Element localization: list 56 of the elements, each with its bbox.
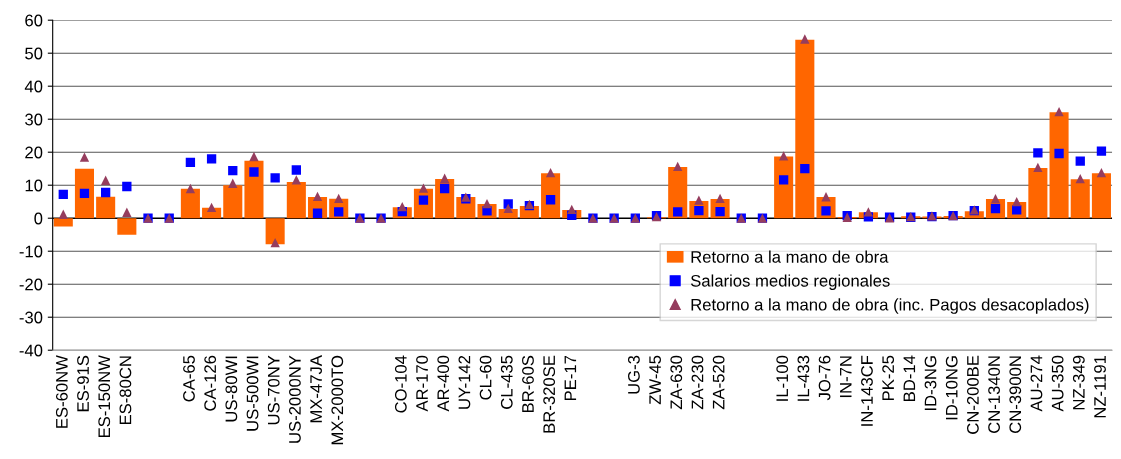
x-tick-label: AR-400 <box>437 355 450 412</box>
x-tick-label: BD-14 <box>903 355 916 401</box>
x-tick-label: BR-320SE <box>543 355 556 433</box>
x-tick-label: MX-2000TO <box>331 355 344 445</box>
x-tick-label: CN-3900N <box>1009 356 1022 433</box>
y-tick-label: -10 <box>19 245 43 258</box>
y-tick-label: 60 <box>25 14 43 27</box>
x-tick-label: CN-200BE <box>966 355 979 434</box>
x-tick-label: BR-60S <box>522 355 534 413</box>
x-tick-label: CL-60 <box>479 355 492 400</box>
x-tick-label: CL-435 <box>500 355 513 409</box>
x-tick-label: ZW-45 <box>649 355 661 405</box>
x-tick-label: CO-104 <box>394 355 407 413</box>
x-tick-label: PE-17 <box>564 355 577 401</box>
x-tick-label: ZA-230 <box>691 355 704 410</box>
x-tick-label: ES-150NW <box>98 355 111 438</box>
y-tick-label: 10 <box>25 179 43 192</box>
y-tick-label: -20 <box>19 278 43 291</box>
y-tick-label: -30 <box>19 311 43 324</box>
x-tick-label: MX-47JA <box>310 355 322 423</box>
legend-label: Retorno a la mano de obra (inc. Pagos desacoplados) <box>691 298 1089 314</box>
x-tick-label: IL-100 <box>776 355 789 401</box>
x-tick-label: ES-80CN <box>119 356 132 425</box>
y-tick-label: 30 <box>25 113 43 126</box>
y-tick-label: 40 <box>24 80 43 93</box>
x-tick-label: NZ-349 <box>1072 355 1085 410</box>
x-tick-label: ZA-630 <box>670 355 683 410</box>
legend-label: Salarios medios regionales <box>690 274 890 290</box>
x-tick-label: US-2000NY <box>289 355 301 443</box>
x-tick-label: ES-91S <box>77 355 89 412</box>
x-tick-label: US-70NY <box>267 355 280 425</box>
x-tick-label: ZA-520 <box>712 355 725 410</box>
x-tick-label: IL-433 <box>797 355 810 401</box>
x-tick-label: AU-274 <box>1030 355 1043 412</box>
x-tick-label: AR-170 <box>416 355 428 412</box>
x-tick-label: UY-142 <box>458 355 471 409</box>
legend-label: Retorno a la mano de obra <box>691 250 889 263</box>
x-tick-label: CN-1340N <box>988 356 1000 433</box>
x-tick-label: NZ-1191 <box>1094 355 1106 418</box>
x-tick-label: CA-126 <box>204 355 217 411</box>
y-tick-label: 20 <box>25 146 43 159</box>
x-tick-label: UG-3 <box>628 355 640 394</box>
x-tick-label: CA-65 <box>183 355 195 402</box>
y-tick-label: -40 <box>19 344 43 357</box>
x-tick-label: US-80WI <box>225 356 238 422</box>
y-tick-label: 0 <box>34 212 43 225</box>
x-tick-label: AU-350 <box>1051 355 1064 412</box>
y-tick-label: 50 <box>25 47 43 60</box>
x-tick-label: ID-10NG <box>945 356 958 420</box>
x-tick-label: ID-3NG <box>924 356 937 411</box>
x-tick-label: US-500WI <box>246 356 259 431</box>
x-tick-label: ES-60NW <box>55 355 68 428</box>
x-tick-label: JO-76 <box>818 355 831 401</box>
x-tick-label: PK-25 <box>882 355 895 401</box>
x-tick-label: IN-143CF <box>861 355 873 426</box>
x-tick-label: IN-7N <box>840 356 852 398</box>
